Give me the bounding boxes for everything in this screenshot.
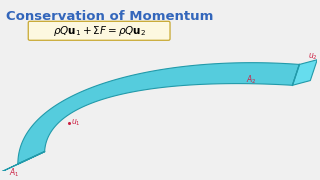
Polygon shape xyxy=(292,60,317,85)
Text: $u_1$: $u_1$ xyxy=(71,118,81,129)
FancyBboxPatch shape xyxy=(28,21,170,40)
Polygon shape xyxy=(0,152,44,173)
Polygon shape xyxy=(18,63,300,164)
Text: Conservation of Momentum: Conservation of Momentum xyxy=(6,10,213,23)
Text: $\rho Q\mathbf{u}_1 + \Sigma F = \rho Q\mathbf{u}_2$: $\rho Q\mathbf{u}_1 + \Sigma F = \rho Q\… xyxy=(52,24,146,38)
Text: $A_1$: $A_1$ xyxy=(9,167,19,179)
Text: $A_2$: $A_2$ xyxy=(246,73,256,86)
Text: $u_2$: $u_2$ xyxy=(308,52,318,62)
